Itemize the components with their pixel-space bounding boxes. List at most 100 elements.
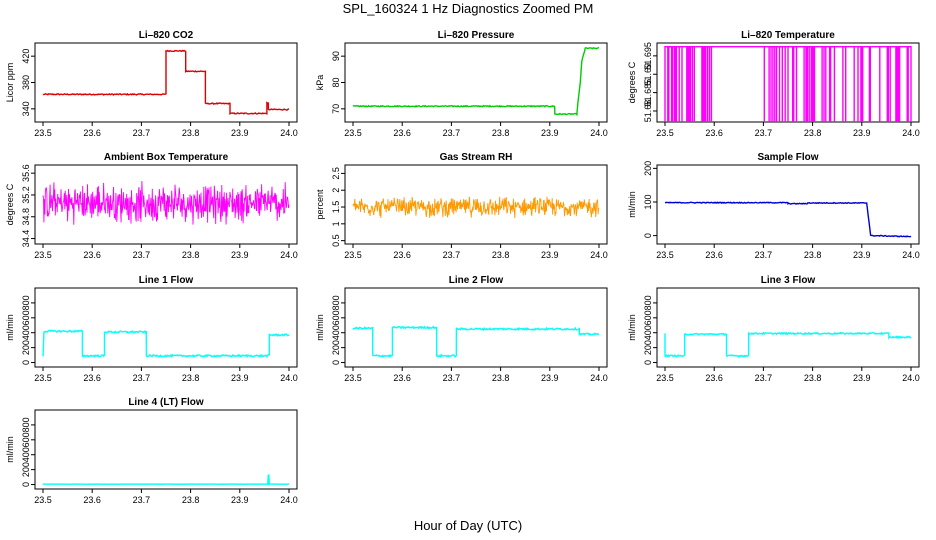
x-tick-label: 23.5 xyxy=(344,250,362,260)
y-tick-label: 0 xyxy=(643,360,653,365)
y-tick-label: 200 xyxy=(21,340,31,355)
y-axis-label: ml/min xyxy=(627,191,637,218)
y-axis-label: ml/min xyxy=(315,314,325,341)
x-tick-label: 24.0 xyxy=(280,250,298,260)
plot-frame xyxy=(344,42,608,123)
panel-title: Line 3 Flow xyxy=(761,275,816,286)
panel-2: Li–820 Pressure 23.5 23.6 23.7 23.8 23.9 24.0 7… xyxy=(315,30,608,138)
panel-title: Gas Stream RH xyxy=(440,152,513,163)
y-tick-label: 800 xyxy=(331,295,341,310)
x-tick-label: 23.7 xyxy=(755,250,773,260)
y-tick-label: 80 xyxy=(331,77,341,87)
x-tick-label: 23.8 xyxy=(804,250,822,260)
y-tick-label: 51.685 xyxy=(643,79,653,107)
x-tick-label: 23.5 xyxy=(34,373,52,383)
x-tick-label: 23.5 xyxy=(656,250,674,260)
series-line xyxy=(42,180,290,225)
x-tick-label: 23.5 xyxy=(34,495,52,505)
x-tick-label: 23.5 xyxy=(34,250,52,260)
x-tick-label: 24.0 xyxy=(280,495,298,505)
y-tick-label: 51.69 xyxy=(643,63,653,86)
x-tick-label: 23.9 xyxy=(853,373,871,383)
x-tick-label: 23.6 xyxy=(393,250,411,260)
panel-title: Line 1 Flow xyxy=(139,275,194,286)
plot-frame xyxy=(656,164,920,245)
x-tick-label: 23.9 xyxy=(541,373,559,383)
plot-frame xyxy=(34,164,298,245)
panel-1: Li–820 CO2 23.5 23.6 23.7 23.8 23.9 24.0 340 380… xyxy=(5,30,298,138)
y-tick-label: 200 xyxy=(643,340,653,355)
x-tick-label: 23.6 xyxy=(705,373,723,383)
x-tick-label: 23.9 xyxy=(231,250,249,260)
y-tick-label: 0 xyxy=(331,360,341,365)
x-tick-label: 23.7 xyxy=(443,250,461,260)
x-tick-label: 23.6 xyxy=(393,373,411,383)
y-tick-label: 800 xyxy=(21,295,31,310)
y-tick-label: 400 xyxy=(643,325,653,340)
y-tick-label: 0 xyxy=(21,360,31,365)
y-axis-label: degrees C xyxy=(5,183,15,225)
x-tick-label: 23.7 xyxy=(133,128,151,138)
x-tick-label: 23.8 xyxy=(804,373,822,383)
y-tick-label: 600 xyxy=(21,432,31,447)
y-tick-label: 0 xyxy=(21,482,31,487)
panel-7: Line 1 Flow 23.5 23.6 23.7 23.8 23.9 24.0 0 2004… xyxy=(5,275,298,383)
x-tick-label: 24.0 xyxy=(902,128,920,138)
y-axis-label: percent xyxy=(315,189,325,220)
x-tick-label: 23.6 xyxy=(83,128,101,138)
series-line xyxy=(664,331,912,358)
x-tick-label: 23.9 xyxy=(541,250,559,260)
plot-frame xyxy=(344,287,608,368)
x-axis-label: Hour of Day (UTC) xyxy=(413,518,523,533)
y-axis-label: kPa xyxy=(315,75,325,91)
panel-title: Line 2 Flow xyxy=(449,275,504,286)
series-line xyxy=(664,46,912,122)
panel-9: Line 3 Flow 23.5 23.6 23.7 23.8 23.9 24.0 0 2004… xyxy=(627,275,920,383)
y-tick-label: 35.2 xyxy=(21,186,31,204)
y-tick-label: 600 xyxy=(643,310,653,325)
panel-title: Ambient Box Temperature xyxy=(104,152,229,163)
x-tick-label: 23.8 xyxy=(182,495,200,505)
x-tick-label: 23.9 xyxy=(231,495,249,505)
figure-title: SPL_160324 1 Hz Diagnostics Zoomed PM xyxy=(342,1,594,16)
x-tick-label: 23.9 xyxy=(231,373,249,383)
x-tick-label: 23.7 xyxy=(443,128,461,138)
y-tick-label: 400 xyxy=(331,325,341,340)
x-tick-label: 23.5 xyxy=(34,128,52,138)
y-axis-label: ml/min xyxy=(5,436,15,463)
series-line xyxy=(42,49,290,116)
x-tick-label: 23.6 xyxy=(83,250,101,260)
series-line xyxy=(42,329,290,359)
y-axis-label: degrees C xyxy=(627,61,637,103)
y-tick-label: 1.5 xyxy=(331,201,341,214)
y-tick-label: 0.5 xyxy=(331,234,341,247)
plot-frame xyxy=(656,287,920,368)
plot-frame xyxy=(34,287,298,368)
x-tick-label: 24.0 xyxy=(280,373,298,383)
x-tick-label: 23.7 xyxy=(755,128,773,138)
y-tick-label: 800 xyxy=(21,417,31,432)
y-axis-label: ml/min xyxy=(627,314,637,341)
y-axis-label: Licor ppm xyxy=(5,63,15,103)
y-axis-label: ml/min xyxy=(5,314,15,341)
x-tick-label: 23.5 xyxy=(344,128,362,138)
x-tick-label: 23.6 xyxy=(83,373,101,383)
y-tick-label: 800 xyxy=(643,295,653,310)
x-tick-label: 23.6 xyxy=(705,128,723,138)
y-tick-label: 90 xyxy=(331,51,341,61)
x-tick-label: 23.5 xyxy=(656,373,674,383)
x-tick-label: 24.0 xyxy=(590,373,608,383)
y-tick-label: 200 xyxy=(643,161,653,176)
panel-title: Sample Flow xyxy=(757,152,818,163)
y-tick-label: 51.68 xyxy=(643,100,653,123)
x-tick-label: 23.8 xyxy=(492,250,510,260)
series-line xyxy=(42,474,290,485)
x-tick-label: 23.9 xyxy=(853,250,871,260)
x-tick-label: 23.6 xyxy=(83,495,101,505)
panel-6: Sample Flow 23.5 23.6 23.7 23.8 23.9 24.0 0 100 2… xyxy=(627,152,920,260)
x-tick-label: 24.0 xyxy=(280,128,298,138)
x-tick-label: 23.7 xyxy=(133,250,151,260)
y-tick-label: 51.695 xyxy=(643,42,653,70)
y-tick-label: 34.8 xyxy=(21,208,31,226)
